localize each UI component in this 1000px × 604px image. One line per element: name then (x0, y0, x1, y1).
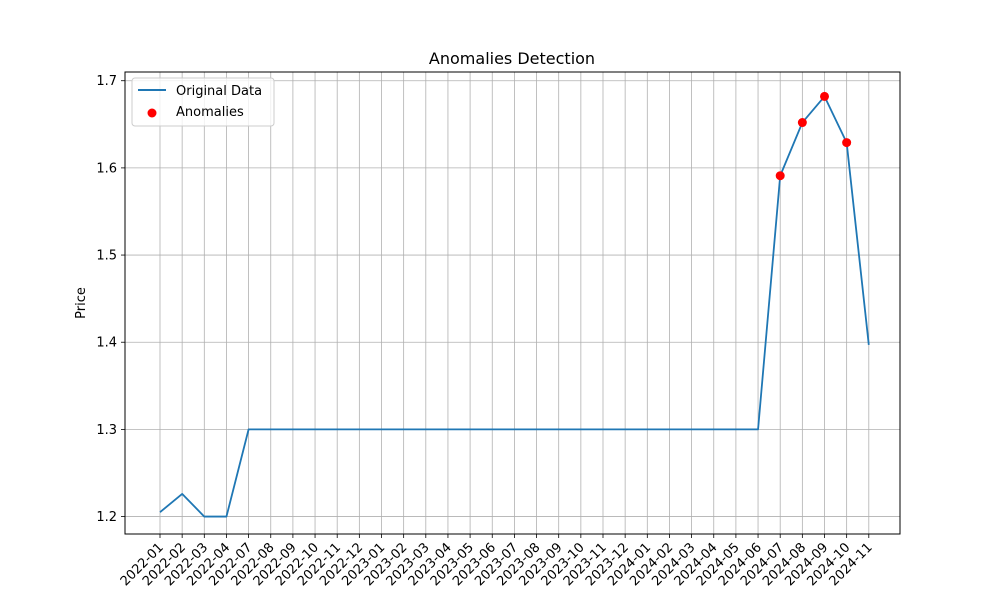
legend-box (131, 77, 275, 127)
y-tick-label: 1.5 (96, 249, 117, 264)
original-data-line (159, 95, 870, 518)
legend-label-anomalies: Anomalies (176, 105, 244, 120)
chart-title: Anomalies Detection (429, 49, 595, 68)
anomaly-point (775, 171, 785, 181)
anomaly-point (842, 138, 852, 148)
grid (125, 72, 900, 534)
y-tick-label: 1.3 (96, 423, 117, 438)
legend-marker-swatch (147, 108, 157, 118)
y-tick-label: 1.6 (96, 161, 117, 176)
plot-frame (124, 71, 901, 535)
anomaly-point (797, 118, 807, 128)
y-tick-label: 1.4 (96, 336, 117, 351)
legend-label-original-data: Original Data (176, 84, 262, 99)
y-axis: 1.2 1.3 1.4 1.5 1.6 1.7 (96, 74, 125, 525)
y-axis-label: Price (74, 287, 89, 319)
anomaly-point (820, 91, 829, 101)
legend: Original Data Anomalies (131, 77, 275, 127)
x-axis: 2022-012022-022022-032022-042022-072022-… (118, 534, 876, 589)
plot-area (159, 91, 870, 518)
y-tick-label: 1.7 (96, 74, 117, 89)
y-tick-label: 1.2 (96, 510, 117, 525)
